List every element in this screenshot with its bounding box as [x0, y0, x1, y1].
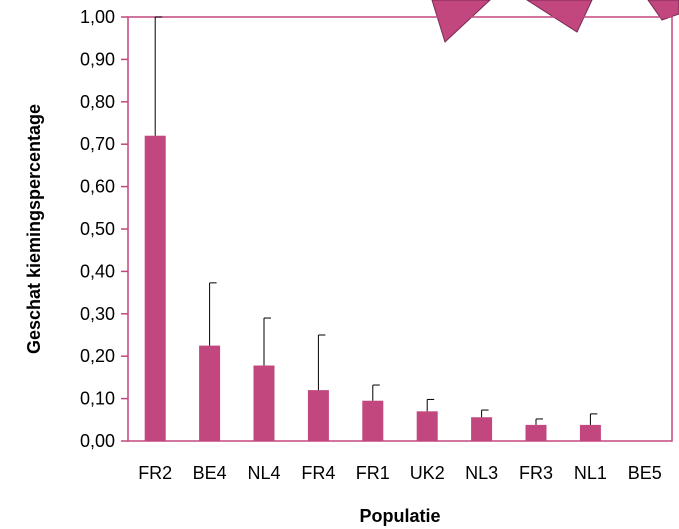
decorative-shape	[647, 0, 679, 21]
y-tick-label: 0,30	[80, 304, 115, 324]
y-tick-label: 0,10	[80, 389, 115, 409]
x-axis-ticks: FR2 BE4 NL4 FR4 FR1 UK2 NL3 FR3 NL1 BE5	[138, 463, 662, 483]
x-tick-label: BE4	[193, 463, 227, 483]
y-tick-label: 0,90	[80, 49, 115, 69]
x-tick-label: FR4	[301, 463, 335, 483]
bar-nl3	[471, 417, 493, 441]
y-axis-ticks: 0,00 0,10 0,20 0,30 0,40 0,50 0,60 0,70 0,80 0,90…	[80, 7, 128, 451]
decorative-shape	[431, 0, 491, 43]
bar-fr1	[362, 400, 384, 441]
bar-uk2	[416, 411, 438, 441]
y-tick-label: 1,00	[80, 7, 115, 27]
y-tick-label: 0,50	[80, 219, 115, 239]
bars-group	[144, 135, 656, 442]
x-tick-label: FR3	[519, 463, 553, 483]
y-tick-label: 0,70	[80, 134, 115, 154]
bar-fr2	[144, 135, 166, 441]
y-axis-title: Geschat kiemingspercentage	[24, 104, 44, 354]
bar-fr3	[525, 424, 547, 441]
error-bars-group	[154, 16, 598, 425]
y-tick-label: 0,20	[80, 346, 115, 366]
x-tick-label: FR2	[138, 463, 172, 483]
bar-nl1	[579, 424, 601, 441]
x-tick-label: FR1	[356, 463, 390, 483]
y-tick-label: 0,00	[80, 431, 115, 451]
x-tick-label: BE5	[628, 463, 662, 483]
decorative-star-shapes	[431, 0, 679, 43]
decorative-shape	[526, 0, 593, 33]
bar-fr4	[307, 390, 329, 441]
y-tick-label: 0,60	[80, 177, 115, 197]
bar-be4	[199, 345, 221, 441]
x-axis-title: Populatie	[359, 506, 440, 526]
x-tick-label: NL4	[247, 463, 280, 483]
bar-nl4	[253, 365, 275, 441]
x-tick-label: UK2	[410, 463, 445, 483]
y-tick-label: 0,80	[80, 92, 115, 112]
x-tick-label: NL1	[574, 463, 607, 483]
y-tick-label: 0,40	[80, 261, 115, 281]
x-tick-label: NL3	[465, 463, 498, 483]
